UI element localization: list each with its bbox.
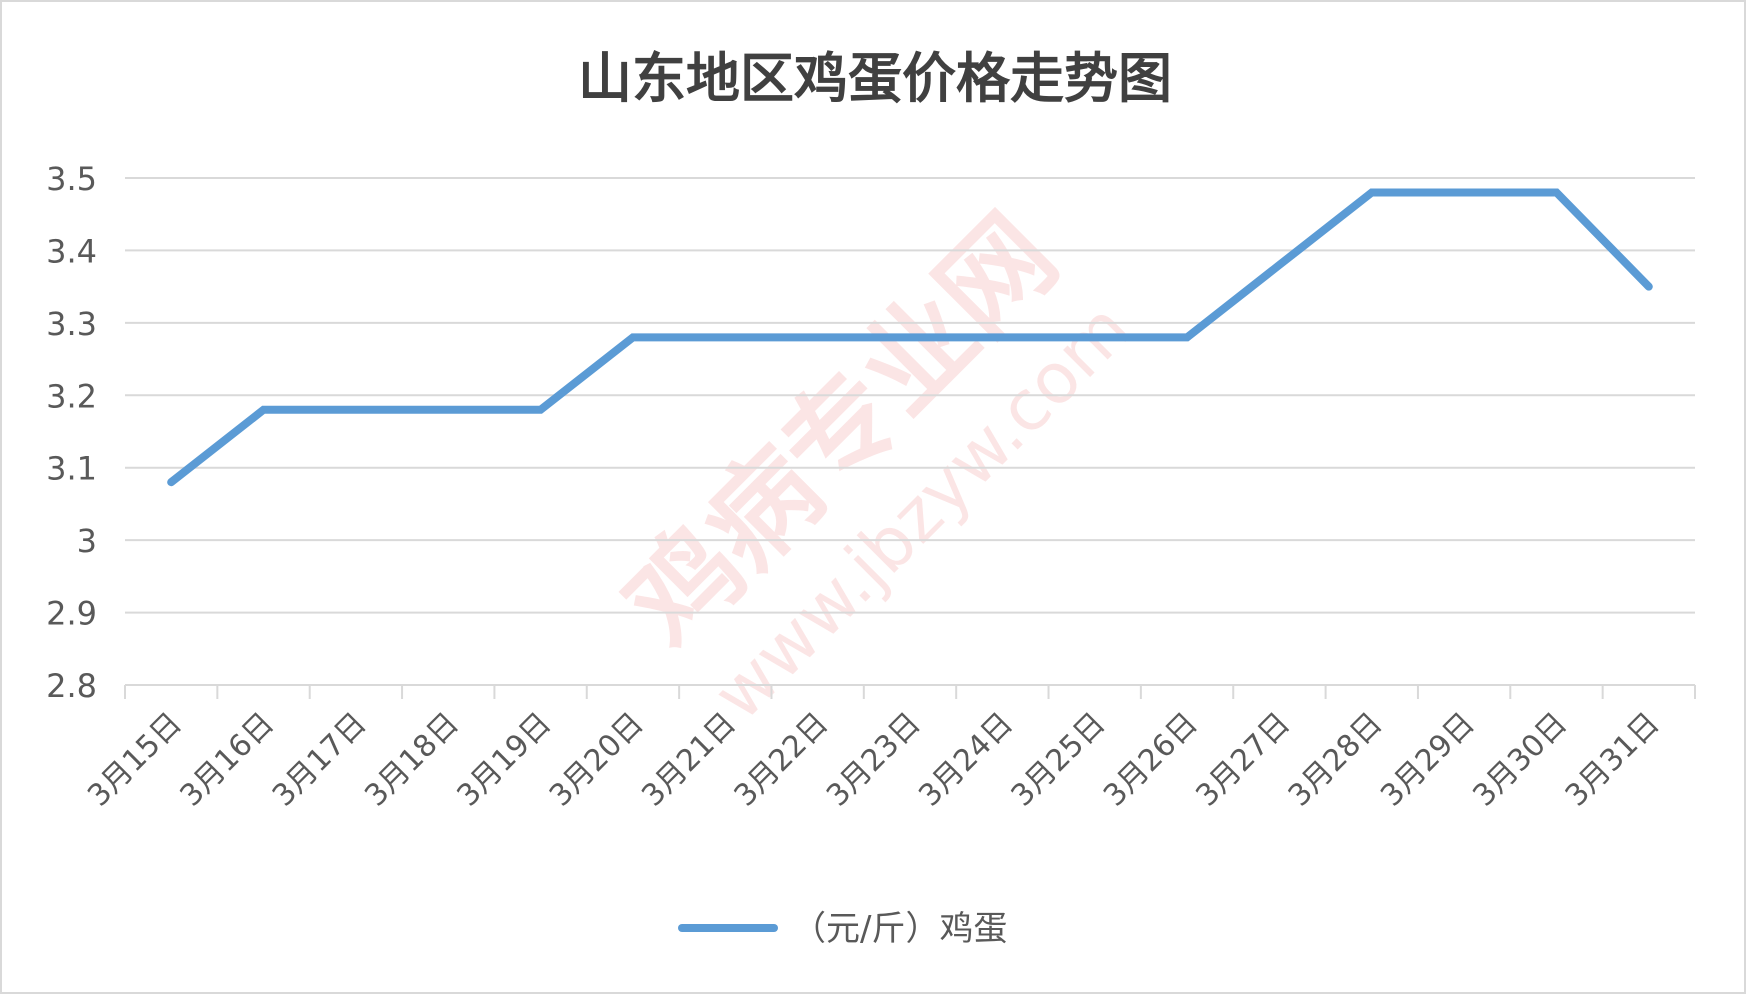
x-tick-label: 3月25日 — [1005, 706, 1113, 814]
x-tick-label: 3月23日 — [820, 706, 928, 814]
x-tick-label: 3月31日 — [1559, 706, 1667, 814]
chart-title: 山东地区鸡蛋价格走势图 — [578, 46, 1172, 110]
y-tick-label: 2.9 — [46, 595, 97, 633]
legend: （元/斤）鸡蛋 — [678, 909, 1007, 949]
y-tick-label: 3.3 — [46, 305, 97, 343]
watermark: 鸡病专业网 www.jbzyw.com — [601, 191, 1146, 736]
x-tick-label: 3月19日 — [451, 706, 559, 814]
x-tick-label: 3月16日 — [174, 706, 282, 814]
x-tick-label: 3月21日 — [635, 706, 743, 814]
x-tick-label: 3月17日 — [266, 706, 374, 814]
x-tick-label: 3月27日 — [1189, 706, 1297, 814]
y-tick-label: 3 — [77, 522, 97, 560]
y-tick-label: 3.4 — [46, 232, 97, 270]
x-tick-label: 3月18日 — [358, 706, 466, 814]
x-tick-label: 3月30日 — [1466, 706, 1574, 814]
series-line — [167, 188, 1653, 487]
y-tick-label: 2.8 — [46, 667, 97, 705]
y-tick-label: 3.1 — [46, 450, 97, 488]
x-tick-label: 3月20日 — [543, 706, 651, 814]
y-tick-label: 3.2 — [46, 377, 97, 415]
x-tick-label: 3月28日 — [1282, 706, 1390, 814]
x-tick-label: 3月15日 — [81, 706, 189, 814]
x-tick-label: 3月24日 — [912, 706, 1020, 814]
x-tick-label: 3月29日 — [1374, 706, 1482, 814]
y-tick-label: 3.5 — [46, 160, 97, 198]
x-tick-label: 3月26日 — [1097, 706, 1205, 814]
legend-label: （元/斤）鸡蛋 — [792, 909, 1007, 949]
